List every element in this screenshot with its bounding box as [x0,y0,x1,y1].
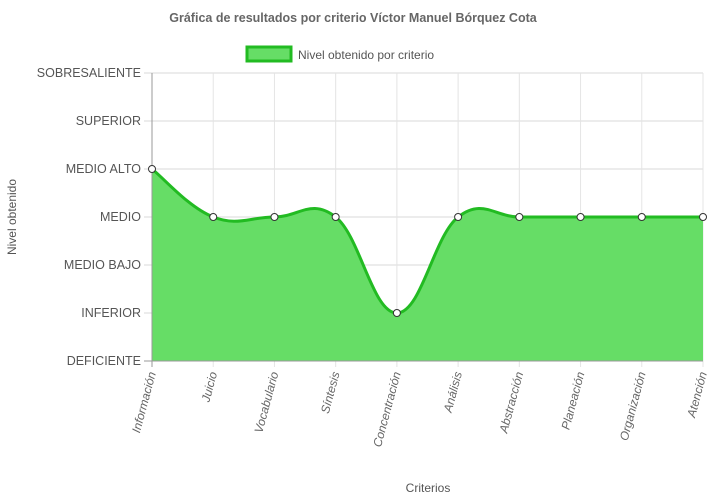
data-point[interactable] [392,309,401,317]
y-tick-label: SOBRESALIENTE [37,66,141,80]
x-tick-label: Síntesis [318,370,343,415]
y-tick-label: DEFICIENTE [67,354,141,368]
y-tick-label: SUPERIOR [76,114,141,128]
legend[interactable]: Nivel obtenido por criterio [245,45,434,63]
data-point[interactable] [331,213,340,221]
y-tick-labels: DEFICIENTE INFERIOR MEDIO BAJO MEDIO MEDIO A… [37,66,141,368]
area-layer [151,167,703,361]
chart-title: Gráfica de resultados por criterio Vícto… [169,11,537,25]
axes [144,73,703,367]
y-tick-label: MEDIO BAJO [64,258,141,272]
data-point[interactable] [148,165,156,173]
x-tick-label: Información [129,370,159,434]
y-tick-label: INFERIOR [81,306,141,320]
data-point[interactable] [576,213,585,221]
x-tick-label: Atención [684,370,707,420]
legend-swatch[interactable] [245,45,293,63]
data-point[interactable] [209,213,218,221]
data-point[interactable] [699,213,707,221]
y-axis-title: Nivel obtenido [5,179,19,255]
x-tick-label: Vocabulario [252,370,282,435]
x-tick-label: Planeación [559,370,588,431]
x-axis-title: Criterios [406,481,451,495]
x-tick-label: Análisis [441,370,465,415]
data-point[interactable] [454,213,463,221]
x-tick-labels: Información Juicio Vocabulario Síntesis Conc… [129,370,707,449]
x-tick-label: Concentración [370,370,404,449]
y-tick-label: MEDIO [100,210,141,224]
data-point[interactable] [270,213,279,221]
x-tick-label: Organización [617,370,649,442]
x-tick-label: Juicio [198,370,220,405]
series-line [151,167,703,315]
legend-label[interactable]: Nivel obtenido por criterio [298,48,434,62]
y-tick-label: MEDIO ALTO [66,162,142,176]
data-points [148,165,707,317]
x-tick-label: Abstracción [496,370,526,435]
data-point[interactable] [515,213,524,221]
data-point[interactable] [637,213,646,221]
